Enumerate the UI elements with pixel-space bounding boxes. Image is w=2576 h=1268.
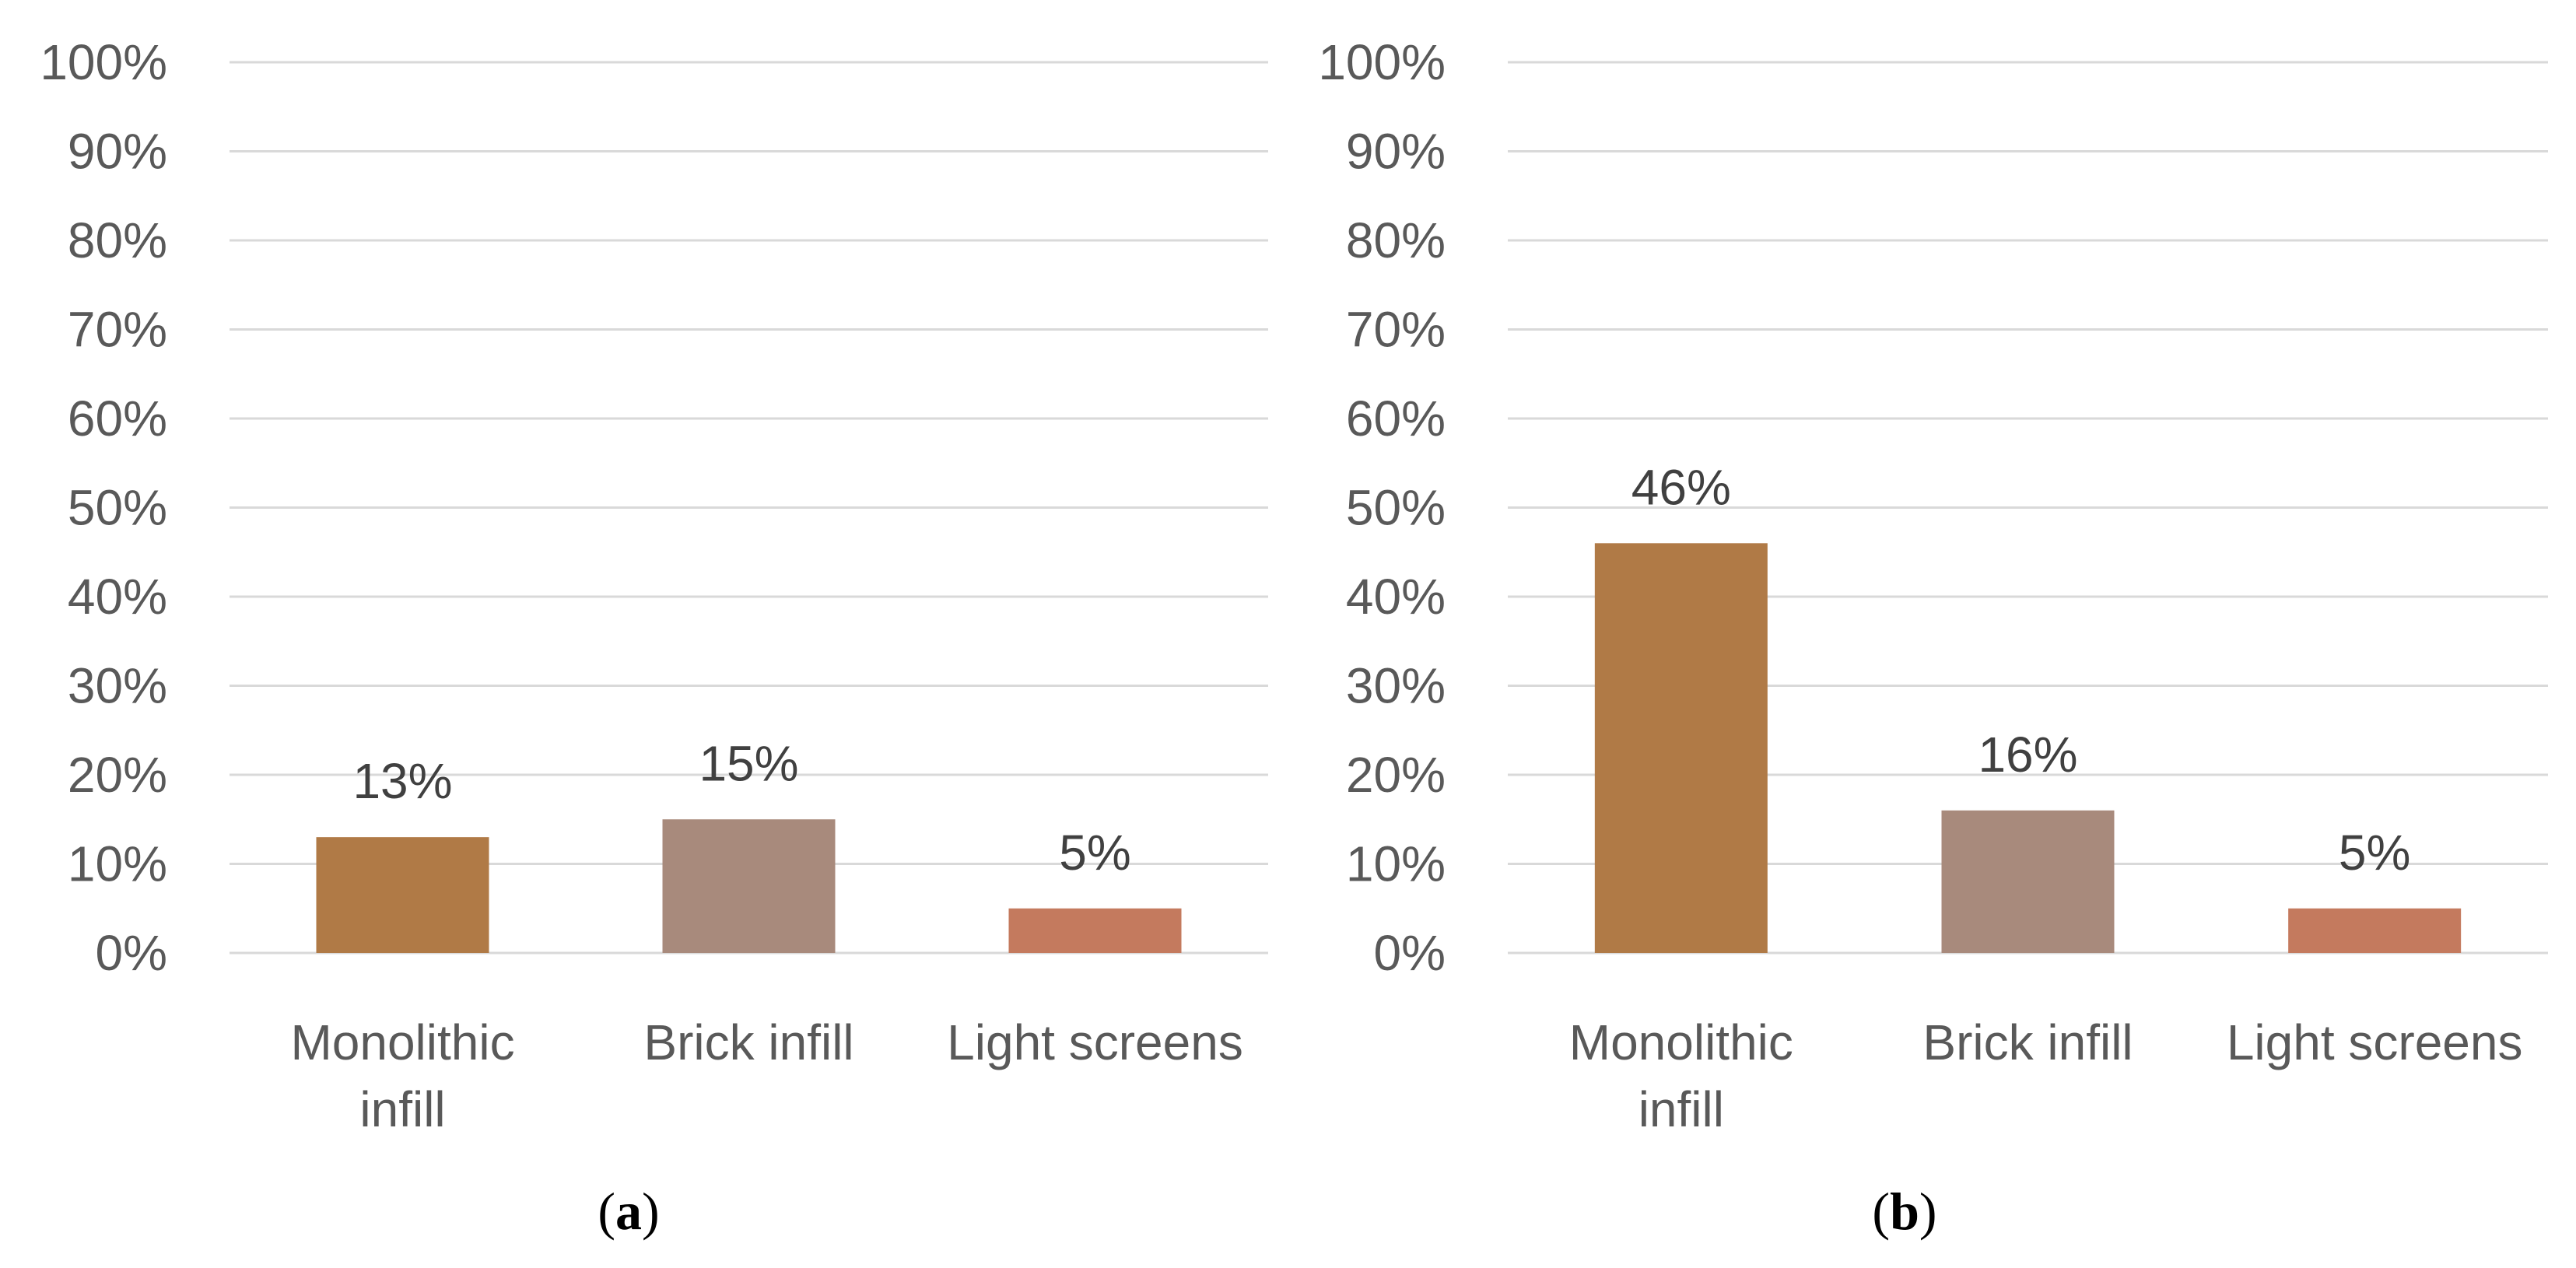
caption-letter: b xyxy=(1890,1182,1919,1241)
y-tick-label: 20% xyxy=(68,747,167,803)
panel-caption: (a) xyxy=(598,1182,659,1241)
data-label: 13% xyxy=(352,753,452,809)
y-tick-label: 10% xyxy=(1346,836,1446,892)
y-tick-label: 40% xyxy=(1346,569,1446,625)
x-tick-label: Monolithic xyxy=(1569,1014,1793,1070)
y-tick-label: 60% xyxy=(68,391,167,447)
caption-letter: a xyxy=(615,1182,642,1241)
bar xyxy=(2288,908,2462,953)
x-tick-label: Brick infill xyxy=(1922,1014,2133,1070)
y-tick-label: 0% xyxy=(96,925,168,981)
y-tick-label: 50% xyxy=(68,480,167,536)
data-label: 15% xyxy=(699,735,798,791)
y-tick-label: 100% xyxy=(40,34,167,90)
y-tick-label: 20% xyxy=(1346,747,1446,803)
bar xyxy=(1594,543,1768,953)
chart-panel-a: 0% 10% 20% 30% 40% 50% 60% 70% 80% 90% 100% 13% Mono… xyxy=(40,34,1268,1241)
y-tick-label: 90% xyxy=(68,124,167,180)
chart-panel-b: 0% 10% 20% 30% 40% 50% 60% 70% 80% 90% 100% 46% Mono… xyxy=(1318,34,2548,1241)
bar xyxy=(1008,908,1182,953)
y-tick-label: 50% xyxy=(1346,480,1446,536)
caption-close: ) xyxy=(1919,1182,1937,1241)
y-tick-label: 80% xyxy=(1346,212,1446,268)
data-label: 16% xyxy=(1978,727,2077,783)
y-tick-label: 30% xyxy=(68,658,167,714)
x-tick-label: Light screens xyxy=(947,1014,1243,1070)
y-tick-label: 90% xyxy=(1346,124,1446,180)
y-tick-label: 80% xyxy=(68,212,167,268)
y-tick-label: 70% xyxy=(1346,302,1446,358)
data-label: 5% xyxy=(1059,825,1131,881)
x-tick-label: infill xyxy=(1638,1081,1724,1137)
y-tick-label: 40% xyxy=(68,569,167,625)
x-tick-label: Brick infill xyxy=(643,1014,853,1070)
y-tick-label: 30% xyxy=(1346,658,1446,714)
caption-open: ( xyxy=(1872,1182,1890,1241)
caption-close: ) xyxy=(642,1182,660,1241)
bar xyxy=(1941,810,2115,953)
x-tick-label: Light screens xyxy=(2227,1014,2523,1070)
caption-open: ( xyxy=(598,1182,615,1241)
y-tick-label: 60% xyxy=(1346,391,1446,447)
y-tick-label: 70% xyxy=(68,302,167,358)
y-tick-label: 0% xyxy=(1374,925,1446,981)
y-tick-label: 10% xyxy=(68,836,167,892)
x-tick-label: infill xyxy=(359,1081,445,1137)
y-tick-label: 100% xyxy=(1318,34,1446,90)
data-label: 5% xyxy=(2339,825,2411,881)
x-tick-label: Monolithic xyxy=(290,1014,514,1070)
bar xyxy=(662,819,836,953)
panel-caption: (b) xyxy=(1872,1182,1936,1241)
data-label: 46% xyxy=(1631,459,1731,515)
bar xyxy=(316,837,489,953)
